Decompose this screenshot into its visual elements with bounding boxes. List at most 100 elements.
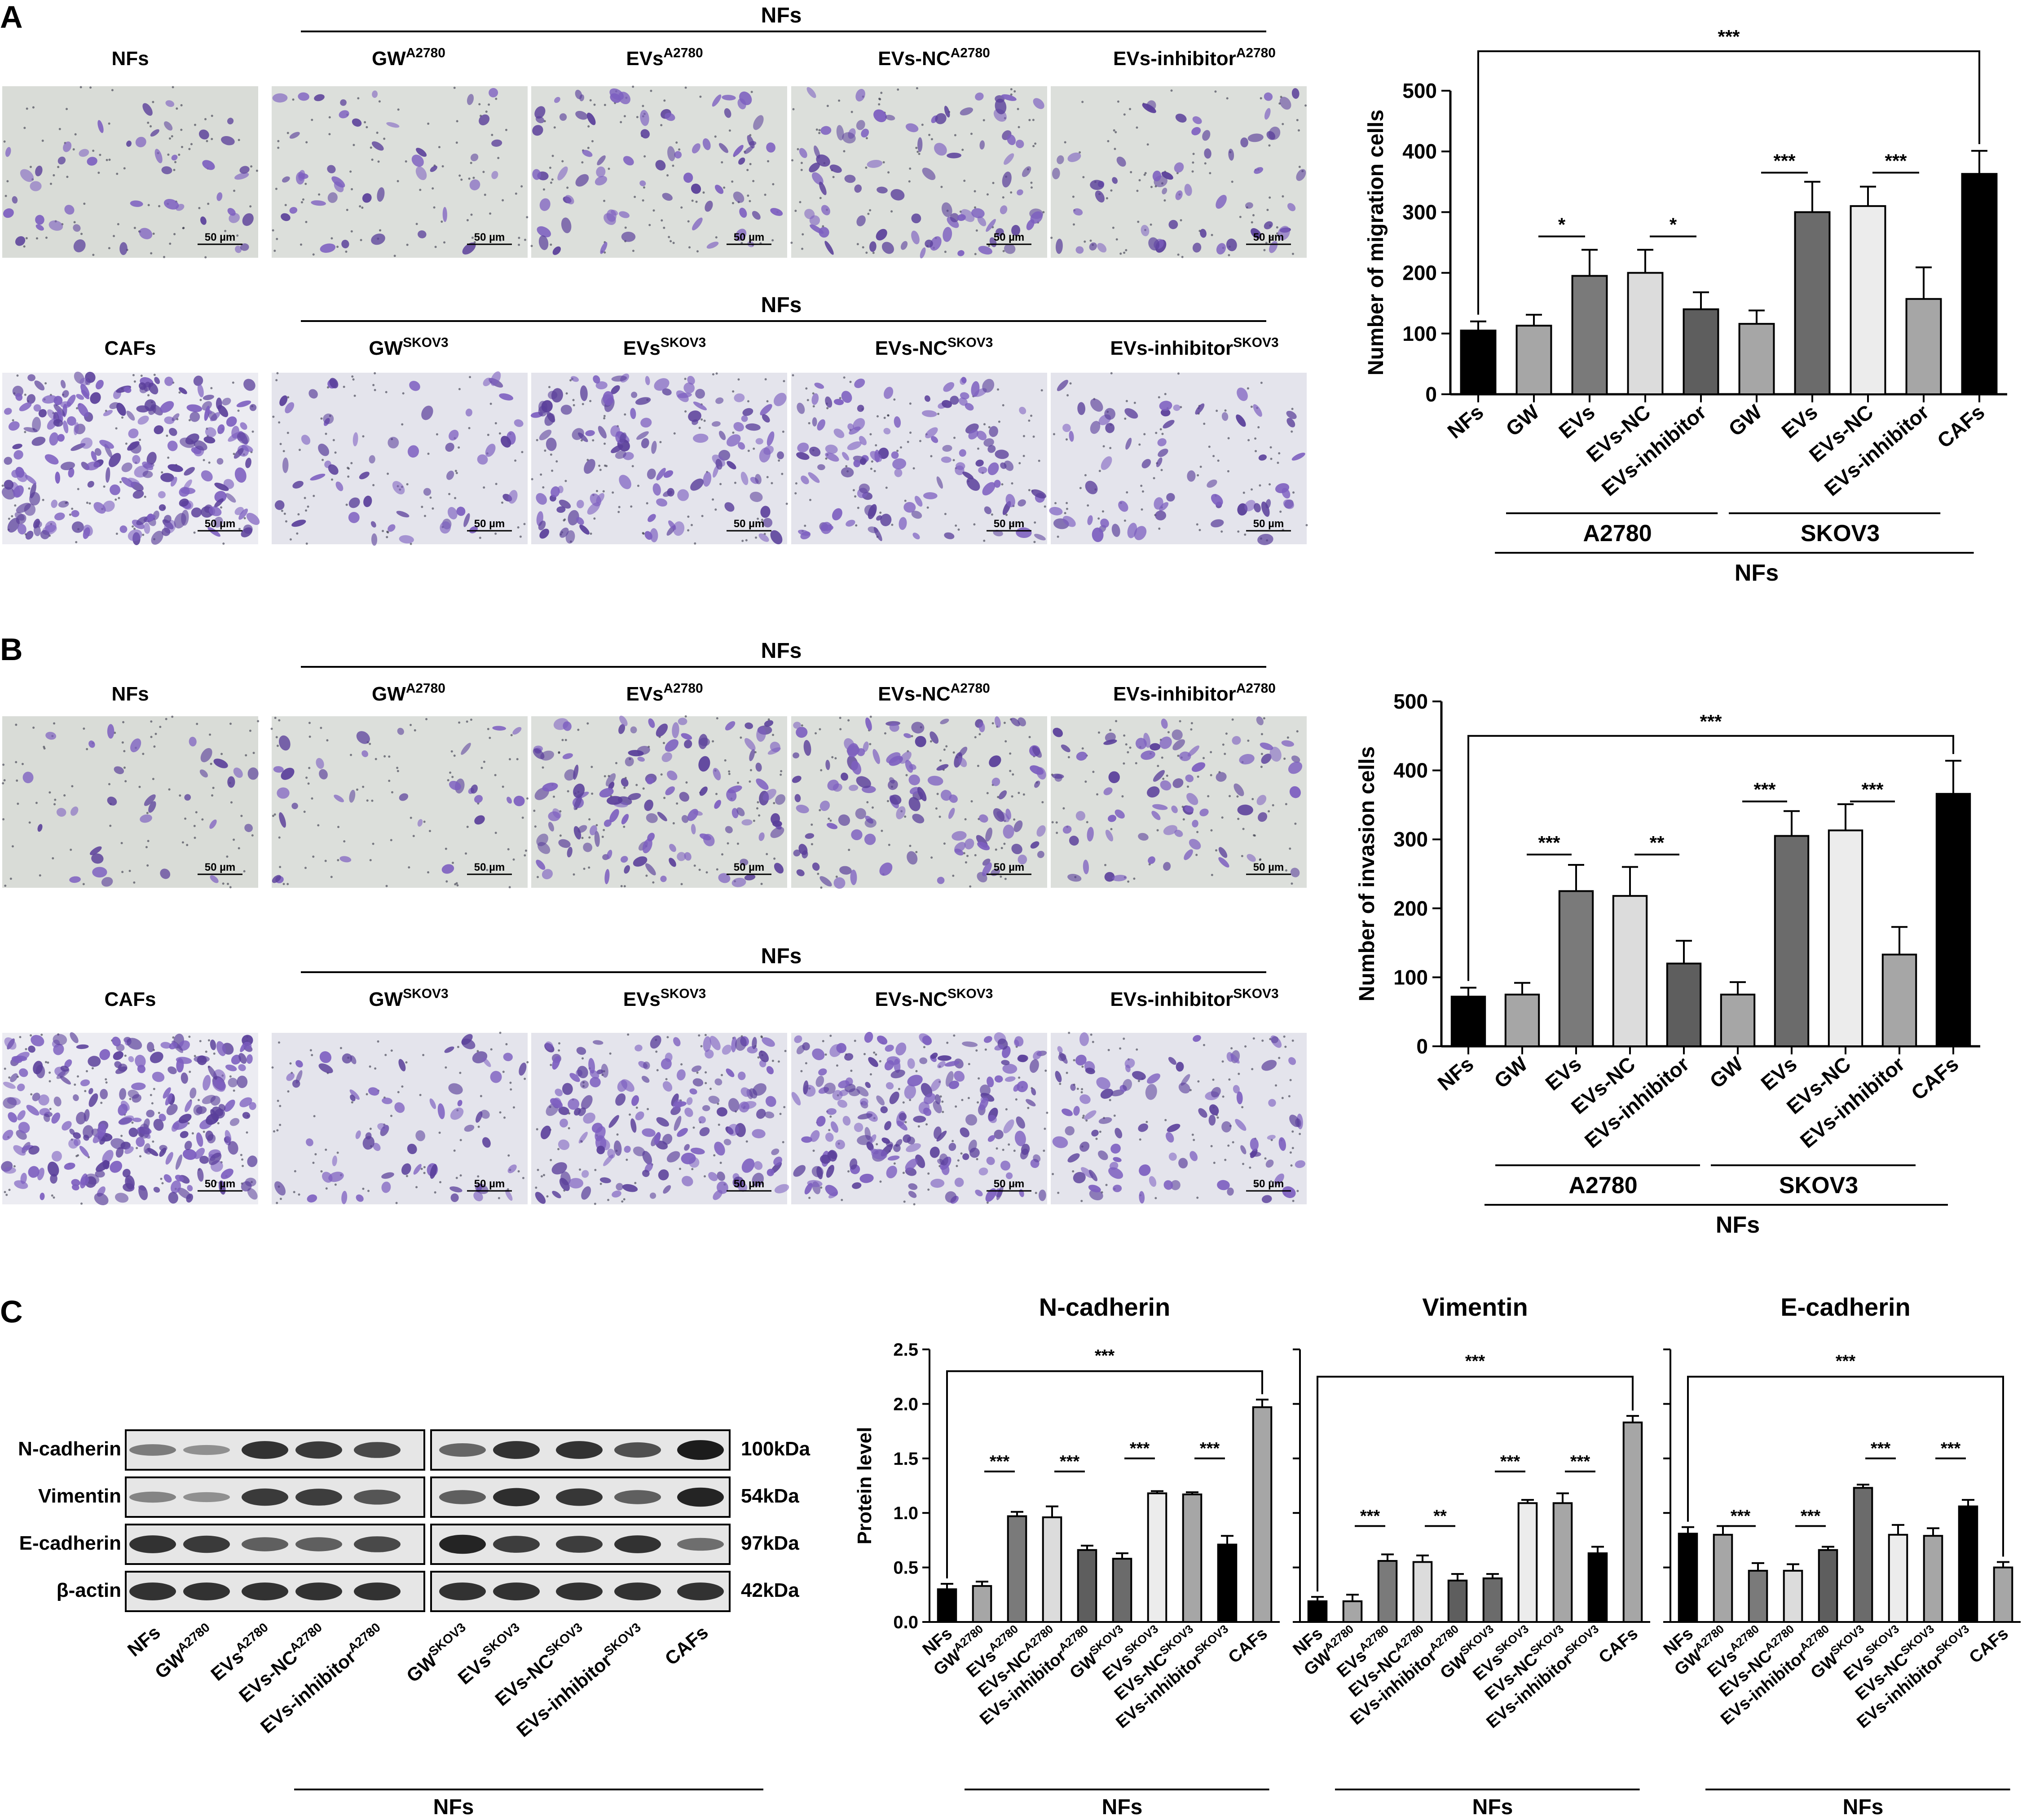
- pore-dot: [650, 89, 652, 92]
- stained-cell: [200, 216, 207, 225]
- stained-cell: [1092, 527, 1104, 542]
- pore-dot: [6, 180, 9, 183]
- pore-dot: [369, 1128, 372, 1130]
- pore-dot: [279, 1198, 282, 1200]
- pore-dot: [1244, 1045, 1247, 1048]
- stained-cell: [954, 1071, 965, 1082]
- stained-cell: [692, 1065, 702, 1072]
- pore-dot: [1141, 508, 1143, 511]
- stained-cell: [975, 1190, 983, 1197]
- pore-dot: [1027, 1106, 1030, 1109]
- stained-cell: [197, 384, 204, 397]
- stained-cell: [45, 732, 57, 740]
- pore-dot: [251, 834, 254, 837]
- pore-dot: [1097, 517, 1100, 520]
- pore-dot: [123, 167, 126, 170]
- pore-dot: [974, 206, 976, 209]
- stained-cell: [971, 381, 980, 397]
- stained-cell: [83, 1125, 94, 1139]
- stained-cell: [64, 1059, 72, 1068]
- pore-dot: [1138, 443, 1141, 446]
- pore-dot: [25, 1048, 27, 1050]
- stained-cell: [677, 852, 686, 861]
- bar: [1828, 829, 1863, 1048]
- stained-cell: [929, 731, 939, 744]
- stained-cell: [1090, 421, 1101, 434]
- stained-cell: [507, 797, 512, 804]
- stained-cell: [40, 1192, 45, 1200]
- stained-cell: [987, 462, 999, 476]
- pore-dot: [1072, 195, 1075, 198]
- stained-cell: [988, 1115, 997, 1123]
- stained-cell: [1195, 403, 1205, 415]
- pore-dot: [1236, 795, 1239, 798]
- pore-dot: [1210, 829, 1213, 832]
- stained-cell: [118, 1104, 128, 1116]
- pore-dot: [1153, 477, 1155, 480]
- pore-dot: [1166, 774, 1168, 777]
- pore-dot: [150, 720, 153, 723]
- stained-cell: [1018, 499, 1026, 507]
- pore-dot: [753, 820, 755, 822]
- pore-dot: [305, 542, 308, 545]
- blot-lane-label-sup: A2780: [175, 1620, 213, 1656]
- stained-cell: [301, 435, 311, 445]
- pore-dot: [1222, 743, 1225, 746]
- pore-dot: [121, 416, 123, 419]
- y-tick-label: 500: [1402, 79, 1437, 102]
- pore-dot: [635, 1106, 638, 1109]
- stained-cell: [1216, 194, 1227, 209]
- pore-dot: [150, 125, 152, 128]
- stained-cell: [114, 1061, 122, 1068]
- stained-cell: [665, 113, 675, 121]
- stained-cell: [713, 465, 719, 478]
- stained-cell: [614, 1140, 622, 1156]
- stained-cell: [760, 506, 771, 518]
- stained-cell: [1228, 149, 1234, 161]
- stained-cell: [1031, 1088, 1036, 1096]
- pore-dot: [718, 1124, 720, 1126]
- stained-cell: [233, 448, 244, 459]
- pore-dot: [749, 780, 751, 783]
- stained-cell: [766, 142, 775, 153]
- stained-cell: [944, 106, 950, 118]
- stained-cell: [667, 770, 678, 780]
- pore-dot: [1196, 1196, 1199, 1199]
- stained-cell: [128, 1089, 139, 1099]
- stained-cell: [867, 160, 883, 168]
- pore-dot: [277, 1099, 279, 1102]
- pore-dot: [991, 513, 993, 516]
- pore-dot: [896, 449, 899, 452]
- stained-cell: [859, 483, 870, 494]
- stained-cell: [645, 376, 650, 385]
- stained-cell: [917, 787, 927, 802]
- stained-cell: [350, 1055, 357, 1064]
- stained-cell: [62, 390, 69, 398]
- stained-cell: [53, 1096, 62, 1106]
- pore-dot: [1182, 818, 1185, 821]
- micrograph-nfs: 50 µm: [2, 86, 258, 259]
- pore-dot: [300, 243, 302, 246]
- stained-cell: [994, 1129, 1004, 1139]
- stained-cell: [903, 733, 912, 738]
- pore-dot: [1294, 822, 1297, 825]
- pore-dot: [277, 146, 280, 149]
- pore-dot: [165, 718, 167, 720]
- pore-dot: [680, 883, 683, 886]
- pore-dot: [1197, 474, 1199, 476]
- pore-dot: [32, 106, 35, 109]
- stained-cell: [771, 1148, 780, 1155]
- pore-dot: [489, 402, 492, 405]
- stained-cell: [959, 758, 967, 767]
- significance-label: ***: [1060, 1452, 1080, 1471]
- pore-dot: [1044, 1069, 1047, 1072]
- pore-dot: [961, 1099, 964, 1102]
- blot-band: [493, 1488, 540, 1507]
- pore-dot: [495, 483, 498, 485]
- stained-cell: [682, 1176, 693, 1186]
- stained-cell: [936, 764, 949, 771]
- stained-cell: [889, 723, 899, 732]
- pore-dot: [372, 842, 374, 845]
- pore-dot: [848, 849, 850, 851]
- pore-dot: [406, 483, 409, 485]
